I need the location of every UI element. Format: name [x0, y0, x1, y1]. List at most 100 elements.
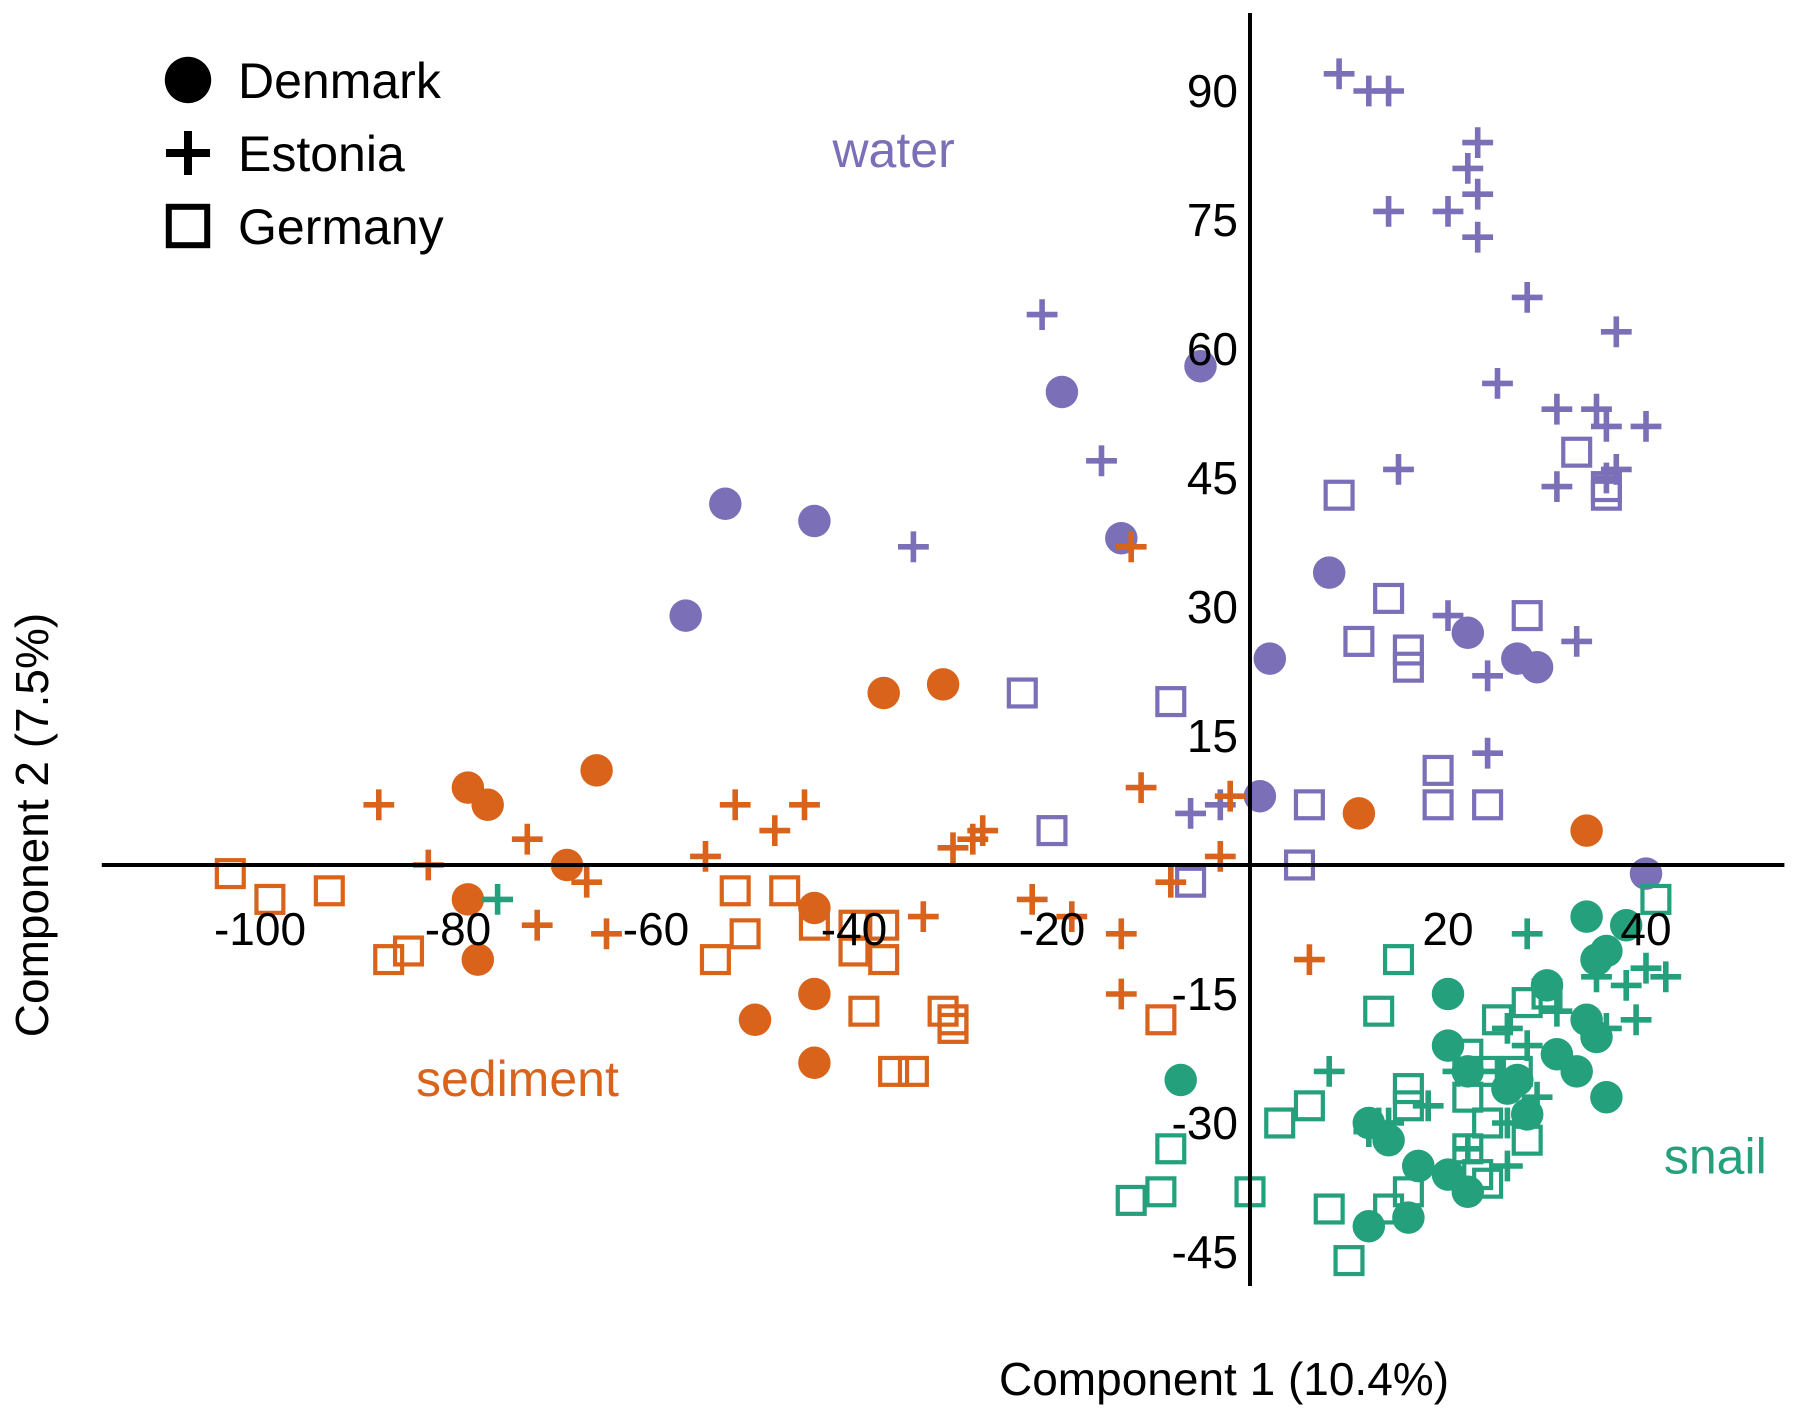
data-point — [1570, 900, 1603, 933]
data-point — [1422, 789, 1454, 821]
data-point — [1105, 978, 1137, 1010]
data-point — [1164, 1063, 1197, 1097]
legend-label-estonia: Estonia — [238, 126, 405, 182]
data-point — [373, 944, 405, 976]
y-tick-label: 45 — [1187, 452, 1238, 504]
data-point — [669, 599, 702, 632]
data-point — [1293, 1090, 1325, 1122]
data-point — [1650, 961, 1682, 993]
data-point — [1580, 943, 1613, 976]
y-tick-label: 75 — [1187, 194, 1238, 246]
y-tick-label: 30 — [1187, 581, 1238, 633]
data-point — [967, 815, 999, 846]
y-tick-label: 60 — [1187, 323, 1238, 375]
data-point — [1600, 316, 1632, 348]
data-point — [1501, 1055, 1533, 1087]
data-point — [363, 789, 395, 821]
data-point — [1481, 1004, 1514, 1036]
data-point — [1591, 1013, 1622, 1044]
data-point — [1541, 995, 1573, 1027]
x-tick-label: 20 — [1422, 903, 1473, 955]
data-point — [1115, 531, 1147, 563]
group-label-sediment: sediment — [416, 1051, 619, 1107]
data-point — [1412, 1090, 1444, 1122]
data-point — [1105, 918, 1137, 950]
data-point — [1520, 650, 1554, 684]
data-point — [1313, 1193, 1345, 1225]
data-point — [1472, 660, 1503, 692]
data-point — [1482, 1056, 1513, 1087]
data-point — [214, 858, 246, 890]
data-point — [1531, 978, 1563, 1010]
group-labels: water sediment snail — [416, 122, 1767, 1184]
data-point — [1630, 952, 1662, 984]
data-point — [1373, 196, 1404, 227]
data-point — [937, 832, 969, 864]
data-point — [1214, 780, 1246, 812]
data-point — [1590, 479, 1622, 511]
x-tick-label: -20 — [1019, 903, 1085, 955]
data-point — [898, 531, 929, 563]
data-point — [482, 884, 513, 915]
data-point — [1472, 1107, 1504, 1139]
legend-marker-denmark — [164, 56, 212, 104]
x-tick-label: -40 — [821, 903, 887, 955]
data-point — [461, 943, 495, 976]
group-label-water: water — [831, 122, 954, 178]
data-point — [1492, 1013, 1523, 1044]
data-point — [471, 788, 504, 822]
data-point — [1155, 866, 1187, 898]
data-point — [1155, 1133, 1187, 1165]
data-point — [1392, 1073, 1424, 1105]
series-sediment-germany — [214, 858, 1177, 1087]
data-point — [1581, 393, 1612, 425]
data-point — [1462, 127, 1494, 158]
data-point — [1353, 1116, 1385, 1147]
legend-label-germany: Germany — [238, 199, 444, 255]
y-tick-label: -15 — [1172, 968, 1238, 1020]
data-point — [709, 487, 742, 521]
data-point — [1581, 961, 1612, 993]
data-point — [699, 944, 731, 976]
data-point — [1432, 600, 1464, 631]
legend-label-denmark: Denmark — [238, 53, 442, 109]
data-point — [719, 789, 751, 821]
data-point — [1511, 1124, 1543, 1156]
x-tick-label: 40 — [1620, 903, 1671, 955]
data-point — [798, 1046, 831, 1080]
data-point — [1253, 642, 1287, 675]
x-tick-label: -80 — [425, 903, 491, 955]
data-point — [926, 668, 960, 701]
data-point — [1026, 299, 1058, 330]
data-point — [690, 841, 721, 872]
data-point — [1402, 1149, 1435, 1183]
legend-marker-estonia — [166, 131, 210, 175]
data-point — [738, 1003, 772, 1037]
data-point — [1392, 1176, 1424, 1208]
data-point — [1115, 1184, 1147, 1216]
data-point — [1363, 995, 1395, 1027]
data-point — [1323, 479, 1355, 511]
data-point — [1590, 1080, 1623, 1114]
data-point — [571, 866, 603, 898]
series-water-germany — [1006, 436, 1622, 898]
data-point — [1511, 282, 1543, 313]
data-points — [214, 58, 1682, 1277]
data-point — [1610, 970, 1642, 1001]
data-point — [798, 977, 831, 1011]
data-point — [511, 823, 543, 855]
data-point — [1145, 1176, 1177, 1208]
data-point — [1312, 556, 1346, 589]
tick-labels: -100 -80 -60 -40 -20 20 40 90 75 60 45 30 15 -15 -30 -4… — [214, 65, 1672, 1278]
data-point — [789, 789, 820, 821]
data-point — [1620, 1004, 1652, 1036]
data-point — [1451, 616, 1485, 650]
series-sediment-estonia — [363, 531, 1325, 1010]
data-point — [313, 875, 345, 907]
data-point — [769, 875, 801, 907]
data-point — [1175, 798, 1206, 829]
data-point — [1432, 196, 1464, 227]
data-point — [1294, 944, 1325, 975]
data-point — [798, 891, 831, 925]
data-point — [937, 1004, 969, 1036]
